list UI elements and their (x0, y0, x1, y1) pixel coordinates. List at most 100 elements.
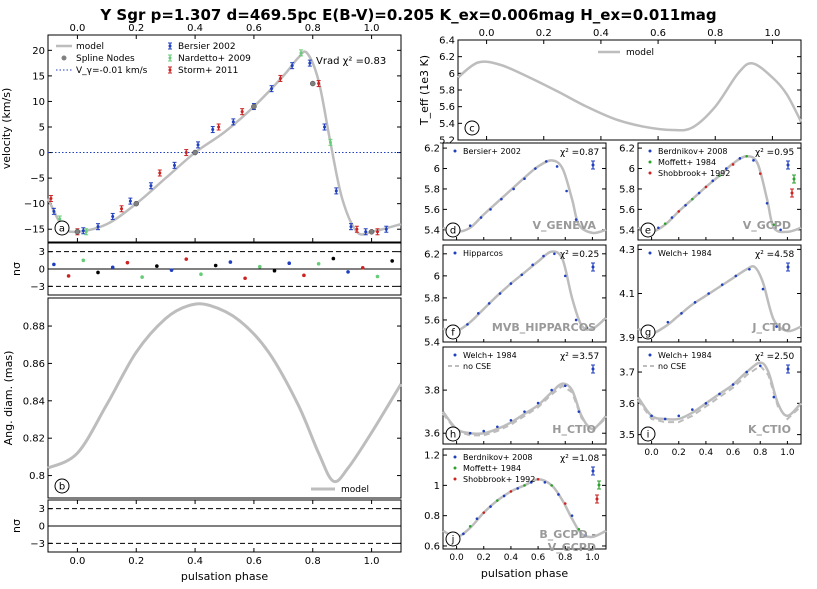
legend-series-label: Storm+ 2011 (178, 66, 238, 76)
resid-a-residual-point (390, 259, 394, 263)
panel-e-legend-label: Berdnikov+ 2008 (658, 147, 728, 156)
panel-i-label-circle (640, 426, 656, 442)
panel-g-data-point (761, 287, 765, 291)
panel-c-xtick-top-label: 1.0 (764, 28, 780, 39)
velocity-point-1-point (84, 230, 88, 234)
resid-a-ytick-label: 3 (39, 247, 45, 258)
spline-node (74, 229, 81, 235)
panel-g-data-point (748, 267, 751, 271)
panel-f-frame (442, 244, 607, 343)
panel-i-errbar-point (786, 367, 790, 371)
panel-d-data-point (489, 208, 492, 211)
resid-a-residual-point (125, 260, 130, 265)
resid-b-ylabel: nσ (10, 519, 23, 533)
panel-f-label: f (451, 328, 455, 339)
panel-e-ytick-label: 5.6 (619, 205, 635, 216)
panel-i-data-point (704, 402, 708, 405)
panel-c-ytick-label: 6.2 (439, 52, 455, 63)
resid-b-xtick-label: 0.0 (69, 556, 85, 567)
panel-i-xtick-label: 0.6 (726, 448, 741, 458)
panel-d-ytick-label: 6.2 (424, 144, 440, 155)
panel-f-errbar-point (591, 265, 595, 269)
panel-i-frame (637, 346, 802, 445)
velocity-point-2-point (184, 151, 188, 155)
velocity-point-2-point (317, 82, 321, 86)
panel-c-ytick-label: 5.2 (439, 136, 455, 147)
panel-j-ytick-label: 0.6 (424, 541, 440, 552)
panel-i-data-point (731, 383, 735, 386)
panel-a-ytick-label: 15 (32, 71, 45, 82)
panel-f-data-point (520, 273, 524, 277)
panel-e-data-point (765, 201, 769, 205)
panel-a-label: a (59, 224, 65, 235)
panel-a-ytick-label: −5 (30, 174, 45, 185)
panel-f-data-point (563, 274, 567, 278)
panel-d-data-point (534, 167, 537, 170)
resid-b-xtick-label: 0.8 (305, 556, 321, 567)
teff-model-line (457, 60, 803, 132)
panel-e-data-point (731, 163, 735, 166)
velocity-point-0-point (308, 61, 312, 65)
panel-g-data-point (720, 283, 724, 286)
resid-a-residual-point (316, 262, 321, 266)
panel-e-data-point (752, 159, 755, 162)
legend-series-marker-point (168, 44, 172, 48)
panel-g-band: J_CTIO (751, 321, 791, 334)
velocity-point-0-point (384, 227, 388, 231)
panel-j-data-point (577, 528, 581, 531)
panel-j-xtick-label: 1.0 (585, 553, 600, 563)
panel-g-legend-marker (648, 251, 652, 255)
panel-g-chi2: χ² =4.58 (755, 250, 795, 260)
velocity-model-line (46, 50, 402, 236)
velocity-point-2-point (375, 230, 379, 234)
panel-i-xtick-label: 0.0 (644, 448, 659, 458)
panel-d-ytick-label: 6 (434, 164, 440, 175)
velocity-point-0-point (196, 143, 200, 147)
panel-d-label: d (450, 226, 456, 237)
panel-d-band: V_GENEVA (532, 219, 596, 232)
velocity-point-0-point (323, 125, 327, 129)
panel-i-xtick-label: 1.0 (780, 448, 795, 458)
panel-i-xtick-label: 0.2 (672, 448, 686, 458)
resid-a-residual-point (213, 263, 218, 268)
panel-f-data-point (487, 302, 491, 305)
panel-g-data-point (707, 292, 710, 295)
panel-i-data-point (663, 417, 667, 421)
panel-j-data-point (584, 534, 587, 537)
velocity-point-0-point (364, 230, 368, 234)
panel-e-ytick-label: 6 (629, 164, 635, 175)
panel-f-data-point (574, 318, 578, 322)
panel-a-ytick-label: −15 (24, 225, 45, 236)
panel-e-legend-label: Moffett+ 1984 (658, 158, 716, 167)
panel-e-ytick-label: 5.8 (619, 184, 635, 195)
panel-h-legend-label: Welch+ 1984 (463, 351, 517, 360)
panel-d-ytick-label: 5.4 (424, 225, 440, 236)
panel-i-ytick-label: 3.5 (619, 430, 635, 441)
panel-g-data-point (734, 274, 738, 278)
panel-j-errbar-point (595, 497, 599, 501)
resid-a-ytick-label: 0 (39, 265, 45, 276)
panel-g-data-point (680, 312, 683, 315)
panel-i-data-point (758, 364, 762, 368)
panel-e-data-point (677, 210, 681, 213)
panel-a-xtick-top-label: 0.2 (128, 23, 144, 34)
panel-j-xtick-label: 0.2 (477, 553, 491, 563)
panel-j-data-point (489, 505, 492, 508)
panel-g-ytick-label: 4.3 (619, 245, 635, 256)
panel-i-chi2: χ² =2.50 (755, 352, 795, 362)
panel-d-data-point (512, 187, 515, 191)
panel-j-xtick-label: 0.4 (504, 553, 519, 563)
panel-j-legend-label: Moffett+ 1984 (463, 464, 521, 473)
resid-a-residual-point (287, 261, 292, 266)
panel-c-label-circle (464, 120, 480, 136)
velocity-ylabel: velocity (km/s) (0, 88, 13, 170)
panel-b-ytick-label: 0.82 (23, 434, 45, 445)
resid-a-residual-point (272, 268, 277, 273)
panel-f-data-point (531, 263, 534, 267)
panel-j-data-point (509, 490, 513, 493)
panel-j-xtick-label: 0.0 (449, 553, 464, 563)
panel-d-data-point (574, 218, 578, 221)
panel-a-xtick-top-label: 0.8 (305, 23, 321, 34)
panel-j-frame (442, 448, 607, 550)
